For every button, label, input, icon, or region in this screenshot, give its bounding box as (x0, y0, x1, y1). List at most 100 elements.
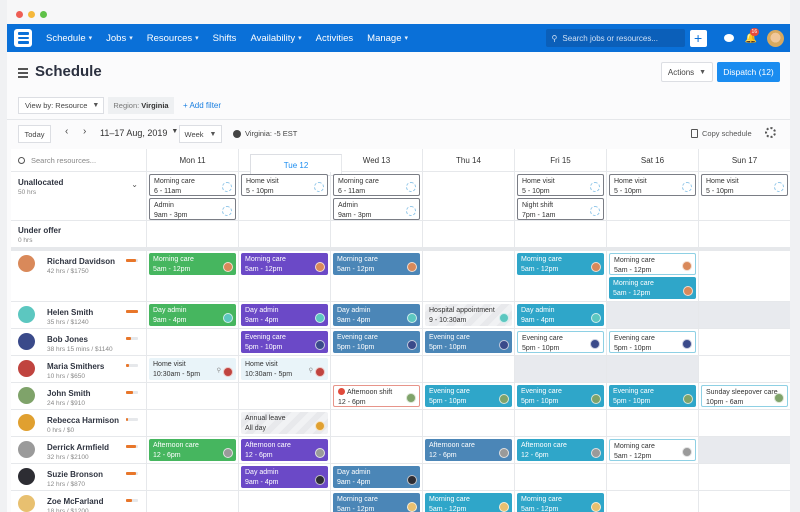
under-offer-day-cell[interactable] (423, 221, 515, 247)
shift-card[interactable]: Hospital appointment 9 - 10:30am (425, 304, 512, 326)
resource-day-cell[interactable]: Evening care 5pm - 10pm (239, 329, 331, 355)
assignee-avatar[interactable] (499, 313, 509, 323)
assignee-avatar[interactable] (499, 502, 509, 512)
resource-day-cell[interactable] (147, 491, 239, 512)
shift-card[interactable]: Day admin 9am - 4pm (333, 466, 420, 488)
shift-card[interactable]: Evening care 5pm - 10pm (517, 331, 604, 353)
assignee-avatar[interactable] (223, 262, 233, 272)
assignee-avatar[interactable] (315, 313, 325, 323)
close-window-button[interactable] (16, 11, 23, 18)
shift-card[interactable]: Home visit 5 - 10pm (241, 174, 328, 196)
resource-day-cell[interactable]: Evening care 5pm - 10pm (515, 329, 607, 355)
assignee-avatar[interactable] (407, 340, 417, 350)
shift-card[interactable]: Morning care 6 - 11am (333, 174, 420, 196)
shift-card[interactable]: Home visit 10:30am - 5pm ⚲ (149, 358, 236, 380)
resource-day-cell[interactable] (239, 383, 331, 409)
shift-card[interactable]: Morning care 5am - 12pm (333, 493, 420, 512)
today-button[interactable]: Today (18, 125, 51, 143)
resource-day-cell[interactable] (423, 356, 515, 382)
assignee-avatar[interactable] (407, 313, 417, 323)
assignee-avatar[interactable] (591, 313, 601, 323)
unallocated-day-cell[interactable] (423, 172, 515, 220)
shift-card[interactable]: Evening care 5pm - 10pm (425, 385, 512, 407)
unallocated-day-cell[interactable]: Home visit 5 - 10pm Night shift 7pm - 1am (515, 172, 607, 220)
shift-card[interactable]: Evening care 5pm - 10pm (425, 331, 512, 353)
resource-info[interactable]: Bob Jones 38 hrs 15 mins / $1140 (11, 329, 147, 355)
shift-card[interactable]: Morning care 5am - 12pm (609, 253, 696, 275)
add-filter-link[interactable]: + Add filter (183, 101, 222, 110)
resource-day-cell[interactable] (607, 302, 699, 328)
assignee-avatar[interactable] (407, 475, 417, 485)
resource-day-cell[interactable]: Afternoon care 12 - 6pm (515, 437, 607, 463)
resource-day-cell[interactable]: Morning care 5am - 12pm (515, 251, 607, 301)
unallocated-day-cell[interactable]: Home visit 5 - 10pm (699, 172, 790, 220)
resource-day-cell[interactable]: Day admin 9am - 4pm (239, 464, 331, 490)
resource-day-cell[interactable] (331, 437, 423, 463)
shift-card[interactable]: Morning care 6 - 11am (149, 174, 236, 196)
assignee-avatar[interactable] (315, 448, 325, 458)
assignee-avatar[interactable] (499, 448, 509, 458)
unallocated-day-cell[interactable]: Home visit 5 - 10pm (239, 172, 331, 220)
assignee-avatar[interactable] (407, 502, 417, 512)
resource-day-cell[interactable] (147, 464, 239, 490)
resource-day-cell[interactable]: Morning care 5am - 12pm (331, 251, 423, 301)
resource-day-cell[interactable] (423, 464, 515, 490)
shift-card[interactable]: Evening care 5pm - 10pm (609, 331, 696, 353)
next-week-button[interactable]: › (83, 126, 87, 137)
shift-card[interactable]: Evening care 5pm - 10pm (333, 331, 420, 353)
resource-day-cell[interactable]: Evening care 5pm - 10pm (607, 329, 699, 355)
under-offer-day-cell[interactable] (239, 221, 331, 247)
shift-card[interactable]: Morning care 5am - 12pm (609, 439, 696, 461)
nav-item-resources[interactable]: Resources ▾ (147, 33, 199, 44)
minimize-window-button[interactable] (28, 11, 35, 18)
resource-day-cell[interactable] (147, 383, 239, 409)
under-offer-day-cell[interactable] (331, 221, 423, 247)
resource-day-cell[interactable]: Day admin 9am - 4pm (331, 464, 423, 490)
resource-day-cell[interactable]: Afternoon care 12 - 6pm (423, 437, 515, 463)
under-offer-day-cell[interactable] (515, 221, 607, 247)
assignee-avatar[interactable] (223, 448, 233, 458)
resource-day-cell[interactable]: Day admin 9am - 4pm (331, 302, 423, 328)
shift-card[interactable]: Day admin 9am - 4pm (517, 304, 604, 326)
assignee-avatar[interactable] (406, 393, 416, 403)
resource-day-cell[interactable] (699, 302, 790, 328)
assignee-avatar[interactable] (591, 502, 601, 512)
user-avatar[interactable] (767, 29, 784, 47)
prev-week-button[interactable]: ‹ (65, 126, 69, 137)
resource-day-cell[interactable]: Annual leave All day (239, 410, 331, 436)
shift-card[interactable]: Sunday sleepover care 10pm - 6am (701, 385, 788, 407)
chat-icon[interactable] (723, 34, 734, 42)
assignee-avatar[interactable] (315, 475, 325, 485)
shift-card[interactable]: Day admin 9am - 4pm (241, 466, 328, 488)
resource-day-cell[interactable]: Morning care 5am - 12pm (515, 491, 607, 512)
under-offer-day-cell[interactable] (607, 221, 699, 247)
global-search-input[interactable]: ⚲ Search jobs or resources... (545, 29, 685, 47)
resource-day-cell[interactable] (699, 410, 790, 436)
resource-day-cell[interactable]: Day admin 9am - 4pm (147, 302, 239, 328)
add-button[interactable]: + (689, 29, 707, 47)
resource-day-cell[interactable]: Evening care 5pm - 10pm (331, 329, 423, 355)
shift-card[interactable]: Home visit 10:30am - 5pm ⚲ (241, 358, 328, 380)
shift-card[interactable]: Day admin 9am - 4pm (149, 304, 236, 326)
shift-card[interactable]: Morning care 5am - 12pm (425, 493, 512, 512)
resource-day-cell[interactable]: Evening care 5pm - 10pm (515, 383, 607, 409)
assignee-avatar[interactable] (682, 339, 692, 349)
resource-info[interactable]: Maria Smithers 10 hrs / $650 (11, 356, 147, 382)
shift-card[interactable]: Home visit 5 - 10pm (609, 174, 696, 196)
resource-day-cell[interactable]: Morning care 5am - 12pm Morning care 5am - … (607, 251, 699, 301)
view-by-dropdown[interactable]: View by: Resource ▼ (18, 97, 104, 114)
assignee-avatar[interactable] (407, 262, 417, 272)
resource-day-cell[interactable] (607, 356, 699, 382)
resource-info[interactable]: Zoe McFarland 18 hrs / $1200 (11, 491, 147, 512)
period-dropdown[interactable]: Week ▼ (179, 125, 222, 143)
resource-day-cell[interactable] (699, 437, 790, 463)
assignee-avatar[interactable] (315, 262, 325, 272)
copy-schedule-button[interactable]: Copy schedule (691, 129, 752, 138)
shift-card[interactable]: Annual leave All day (241, 412, 328, 434)
resource-search-input[interactable]: Search resources... (11, 149, 147, 171)
resource-day-cell[interactable]: Afternoon care 12 - 6pm (239, 437, 331, 463)
assignee-avatar[interactable] (223, 313, 233, 323)
resource-day-cell[interactable] (147, 329, 239, 355)
shift-card[interactable]: Night shift 7pm - 1am (517, 198, 604, 220)
assignee-avatar[interactable] (682, 261, 692, 271)
